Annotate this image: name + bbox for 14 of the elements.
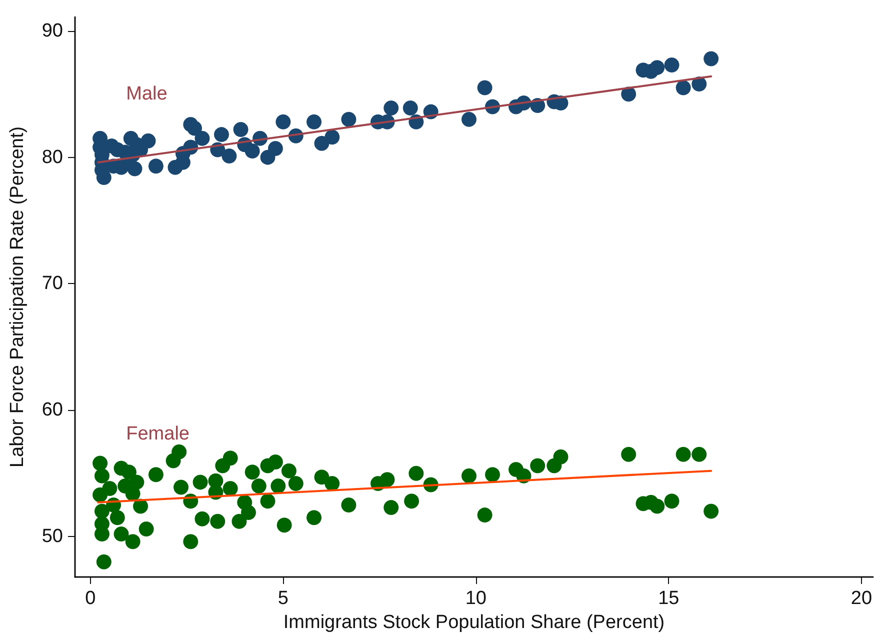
x-tick-label: 5 (278, 588, 288, 609)
x-tick-label: 10 (465, 588, 486, 609)
series-label: Male (126, 83, 168, 104)
y-axis-title: Labor Force Participation Rate (Percent) (7, 126, 28, 468)
x-axis-title: Immigrants Stock Population Share (Percent) (283, 612, 665, 633)
y-tick-label: 90 (42, 20, 63, 42)
y-tick-label: 50 (42, 526, 63, 548)
x-tick-label: 20 (850, 588, 872, 609)
y-tick-label: 70 (42, 273, 63, 294)
y-tick-label: 80 (42, 146, 63, 168)
x-tick-label: 0 (85, 588, 96, 609)
x-tick-label: 15 (658, 588, 680, 609)
series-label: Female (126, 423, 190, 444)
y-tick-label: 60 (42, 400, 63, 421)
